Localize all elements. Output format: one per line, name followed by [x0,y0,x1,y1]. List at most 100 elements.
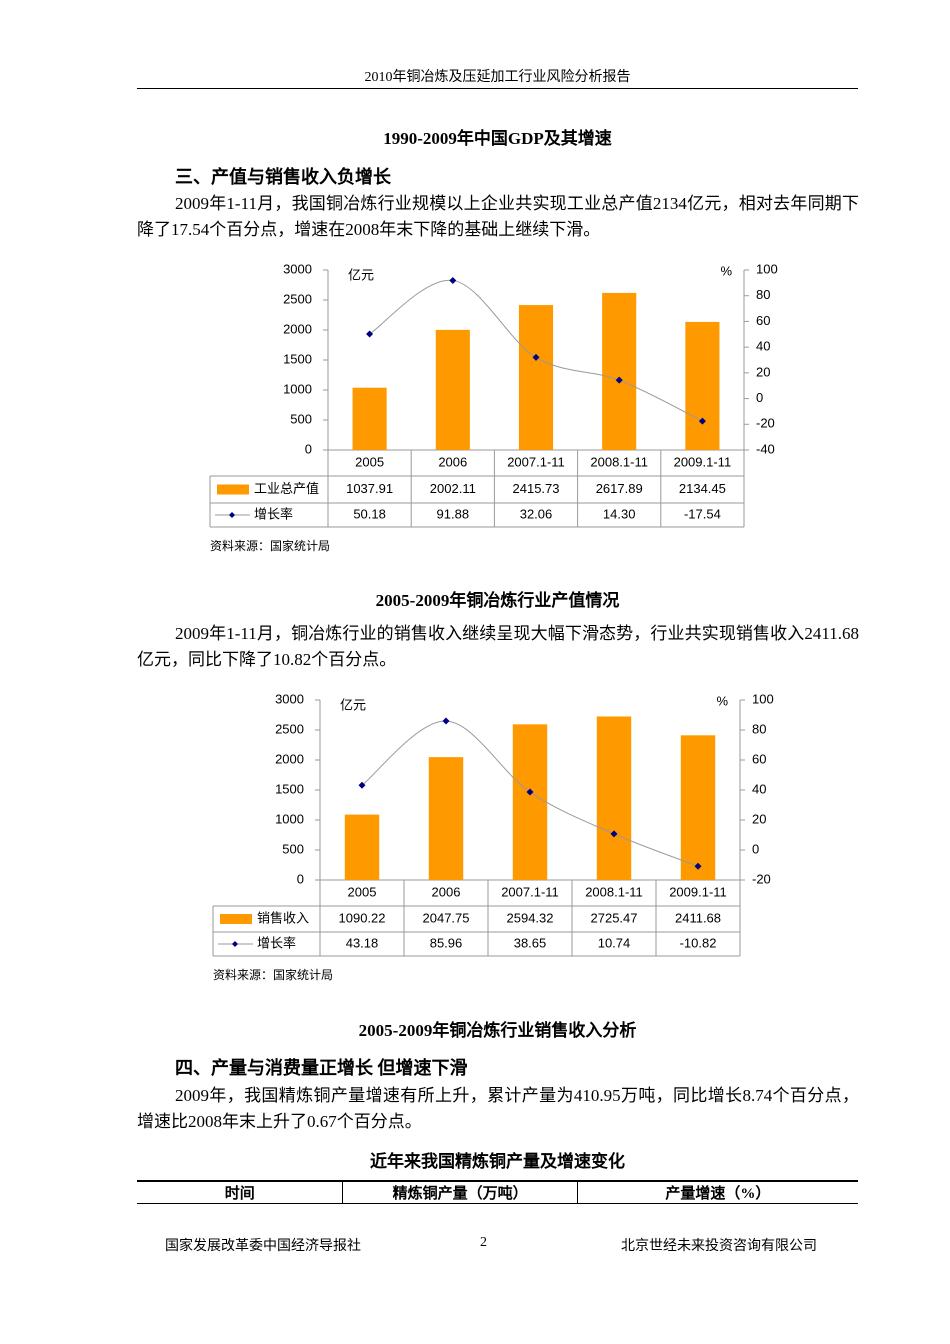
table-value: 2725.47 [591,910,638,925]
category-label: 2007.1-11 [507,454,565,469]
legend-label: 增长率 [254,506,293,521]
y2-tick-label: 60 [752,751,766,766]
column-header: 产量增速（%） [665,1186,771,1202]
legend-marker [232,941,238,947]
marker [698,417,706,425]
y2-tick-label: 60 [756,313,770,328]
table-value: 2047.75 [423,910,470,925]
table-value: -10.82 [680,935,717,950]
y-tick-label: 500 [290,411,312,426]
figure-caption: 2005-2009年铜冶炼行业产值情况 [375,591,620,610]
y-tick-label: 1000 [275,811,304,826]
y-tick-label: 2000 [283,321,312,336]
paragraph: 2009年，我国精炼铜产量增速有所上升，累计产量为410.95万吨，同比增长8.… [137,1086,859,1131]
table-value: 2415.73 [513,481,560,496]
marker [358,781,366,789]
header-rule [137,88,858,89]
bar [352,387,387,450]
category-label: 2008.1-11 [590,454,648,469]
footer-left: 国家发展改革委中国经济导报社 [165,1239,361,1254]
legend-label: 工业总产值 [254,481,319,496]
y2-tick-label: -40 [756,441,775,456]
y2-tick-label: 100 [752,691,774,706]
legend-label: 增长率 [257,935,296,950]
table-value: 50.18 [353,506,386,521]
y2-tick-label: 0 [752,841,759,856]
table-value: 14.30 [603,506,636,521]
paragraph: 2009年1-11月，铜冶炼行业的销售收入继续呈现大幅下滑态势，行业共实现销售收… [137,624,859,669]
legend-marker [229,512,235,518]
table-value: 38.65 [514,935,547,950]
marker [449,276,457,284]
bar [435,329,470,450]
y-unit: 亿元 [348,267,374,282]
category-label: 2005 [348,884,377,899]
section-heading: 四、产量与消费量正增长 但增速下滑 [175,1058,468,1078]
table-value: 2617.89 [596,481,643,496]
marker [694,862,702,870]
marker [532,353,540,361]
y-tick-label: 0 [297,871,304,886]
source-note: 资料来源：国家统计局 [213,967,333,982]
y-tick-label: 500 [282,841,304,856]
y2-tick-label: 0 [756,390,763,405]
y-tick-label: 2500 [283,291,312,306]
table-value: 1037.91 [346,481,393,496]
y-tick-label: 1500 [283,351,312,366]
bar [602,292,637,450]
y2-tick-label: 100 [756,261,778,276]
footer-right: 北京世经未来投资咨询有限公司 [621,1239,817,1254]
y2-tick-label: -20 [752,871,771,886]
bar [518,305,554,450]
category-label: 2007.1-11 [501,884,559,899]
marker [526,788,534,796]
table-value: 2594.32 [507,910,554,925]
table-value: 2002.11 [430,481,476,496]
figure-caption: 2005-2009年铜冶炼行业销售收入分析 [358,1021,637,1040]
y2-tick-label: 40 [756,339,770,354]
category-label: 2009.1-11 [669,884,727,899]
y2-tick-label: 40 [752,781,766,796]
marker [610,830,618,838]
figure-caption: 1990-2009年中国GDP及其增速 [383,129,612,148]
y2-tick-label: 80 [756,287,770,302]
y2-tick-label: -20 [756,416,775,431]
page-header: 2010年铜冶炼及压延加工行业风险分析报告 [364,70,631,85]
section-heading: 三、产值与销售收入负增长 [175,167,391,187]
column-header: 时间 [137,1182,344,1203]
y-tick-label: 3000 [283,261,312,276]
bar [685,321,720,450]
table-header: 时间 精炼铜产量（万吨） 产量增速（%） [137,1180,858,1204]
y-tick-label: 1000 [283,381,312,396]
page-number: 2 [480,1235,487,1250]
table-value: 10.74 [598,935,631,950]
source-note: 资料来源：国家统计局 [210,538,330,553]
table-value: 2411.68 [675,910,721,925]
table-value: 85.96 [430,935,463,950]
line [369,279,703,422]
category-label: 2008.1-11 [585,884,643,899]
category-label: 2009.1-11 [674,454,732,469]
bar [680,735,716,880]
marker [366,330,374,338]
table-value: 32.06 [520,506,553,521]
marker [615,376,623,384]
y2-tick-label: 20 [752,811,766,826]
legend-label: 销售收入 [257,910,309,925]
column-header: 精炼铜产量（万吨） [343,1182,578,1203]
paragraph: 2009年1-11月，我国铜冶炼行业规模以上企业共实现工业总产值2134亿元，相… [137,194,859,239]
bar [512,724,548,880]
y-tick-label: 0 [305,441,312,456]
category-label: 2005 [355,454,384,469]
y-tick-label: 1500 [275,781,304,796]
table-title: 近年来我国精炼铜产量及增速变化 [370,1152,625,1171]
y-tick-label: 3000 [275,691,304,706]
bar [428,757,464,880]
category-label: 2006 [438,454,467,469]
table-value: 1090.22 [339,910,386,925]
y2-unit: % [720,263,732,278]
marker [442,717,450,725]
bar [596,716,632,880]
y-tick-label: 2000 [275,751,304,766]
